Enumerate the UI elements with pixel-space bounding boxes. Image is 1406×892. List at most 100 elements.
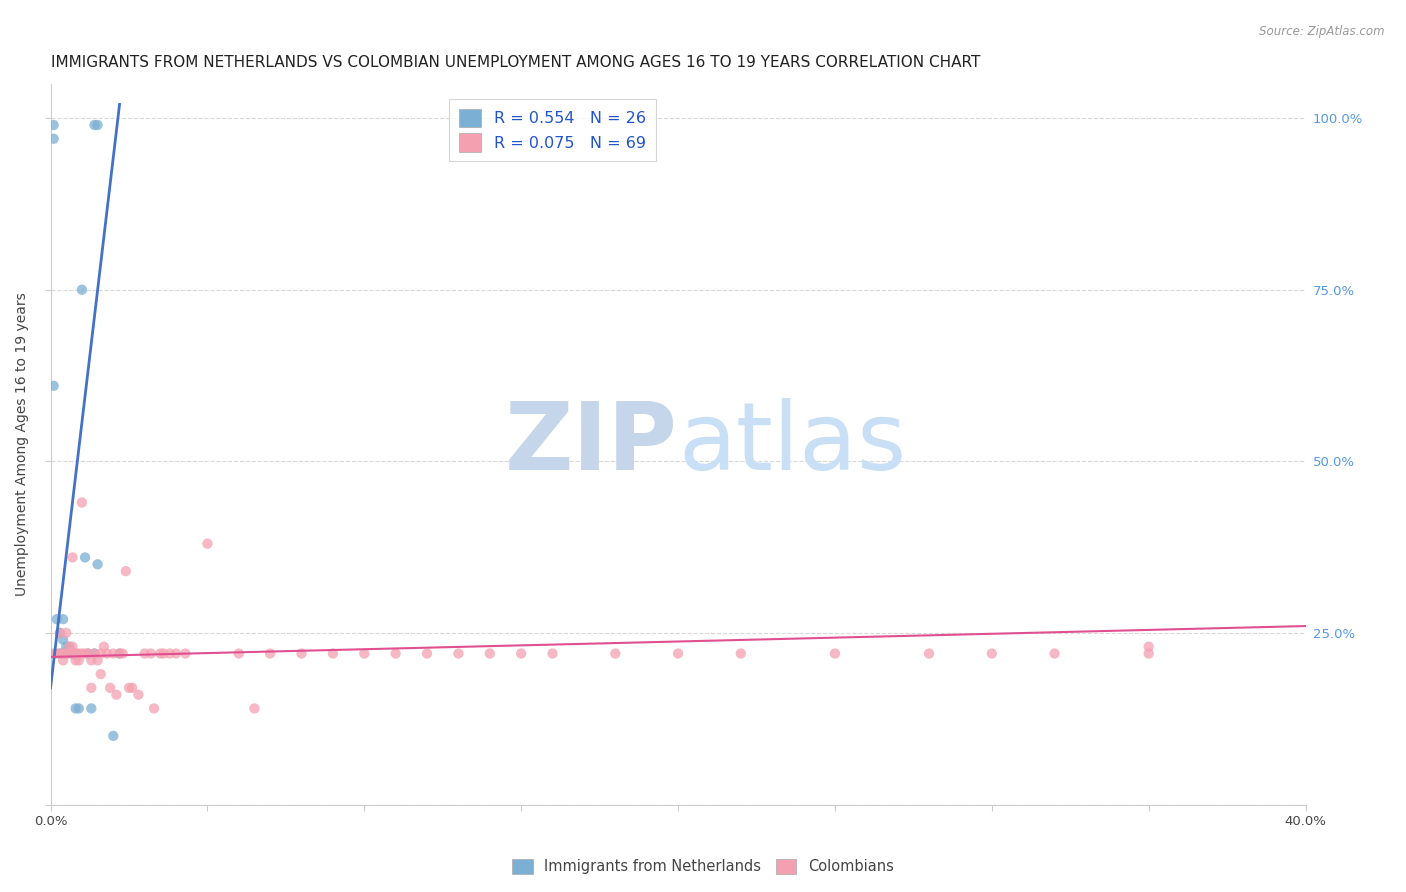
Point [108,647,131,661]
Point [49,626,72,640]
Point [42,379,65,393]
Point [42,647,65,661]
Point [290,647,312,661]
Point [62,640,84,654]
Point [353,647,375,661]
Point [159,647,181,661]
Point [55,626,77,640]
Point [52,632,75,647]
Point [80,701,103,715]
Point [980,647,1002,661]
Point [67,701,90,715]
Point [174,647,197,661]
Point [93,640,115,654]
Point [45,647,67,661]
Point [1043,647,1066,661]
Point [73,647,96,661]
Text: Source: ZipAtlas.com: Source: ZipAtlas.com [1260,25,1385,38]
Point [103,729,125,743]
Point [730,647,752,661]
Point [510,647,533,661]
Point [114,564,136,578]
Point [65,653,87,667]
Point [384,647,406,661]
Point [666,647,689,661]
Point [90,647,112,661]
Point [824,647,846,661]
Point [80,681,103,695]
Point [67,653,90,667]
Legend: Immigrants from Netherlands, Colombians: Immigrants from Netherlands, Colombians [506,853,900,880]
Point [139,647,162,661]
Point [52,647,75,661]
Point [52,653,75,667]
Point [605,647,627,661]
Text: ZIP: ZIP [505,398,678,491]
Text: IMMIGRANTS FROM NETHERLANDS VS COLOMBIAN UNEMPLOYMENT AMONG AGES 16 TO 19 YEARS : IMMIGRANTS FROM NETHERLANDS VS COLOMBIAN… [51,55,980,70]
Point [62,550,84,565]
Point [96,647,118,661]
Point [143,701,166,715]
Point [55,640,77,654]
Point [65,647,87,661]
Point [73,550,96,565]
Point [62,647,84,661]
Point [49,626,72,640]
Point [86,558,108,572]
Point [77,647,100,661]
Point [55,647,77,661]
Point [70,647,93,661]
Point [105,688,128,702]
Point [243,701,266,715]
Point [83,647,105,661]
Point [58,647,80,661]
Point [62,647,84,661]
Point [42,132,65,146]
Point [86,118,108,132]
Point [62,647,84,661]
Point [259,647,281,661]
Point [416,647,439,661]
Point [49,647,72,661]
Point [55,647,77,661]
Point [83,118,105,132]
Point [49,647,72,661]
Point [108,647,131,661]
Point [67,647,90,661]
Point [98,681,121,695]
Point [134,647,156,661]
Point [152,647,174,661]
Point [127,688,149,702]
Point [80,653,103,667]
Point [111,647,134,661]
Point [58,640,80,654]
Point [918,647,941,661]
Point [58,640,80,654]
Point [83,647,105,661]
Point [65,647,87,661]
Point [228,647,250,661]
Point [70,283,93,297]
Point [65,701,87,715]
Point [447,647,470,661]
Y-axis label: Unemployment Among Ages 16 to 19 years: Unemployment Among Ages 16 to 19 years [15,293,30,596]
Point [197,537,219,551]
Point [45,612,67,626]
Point [1137,640,1160,654]
Point [121,681,143,695]
Point [77,647,100,661]
Point [322,647,344,661]
Point [478,647,501,661]
Text: atlas: atlas [678,398,907,491]
Point [86,653,108,667]
Point [1137,647,1160,661]
Point [118,681,141,695]
Legend: R = 0.554   N = 26, R = 0.075   N = 69: R = 0.554 N = 26, R = 0.075 N = 69 [450,99,655,161]
Point [149,647,172,661]
Point [42,118,65,132]
Point [70,495,93,509]
Point [541,647,564,661]
Point [52,647,75,661]
Point [165,647,187,661]
Point [103,647,125,661]
